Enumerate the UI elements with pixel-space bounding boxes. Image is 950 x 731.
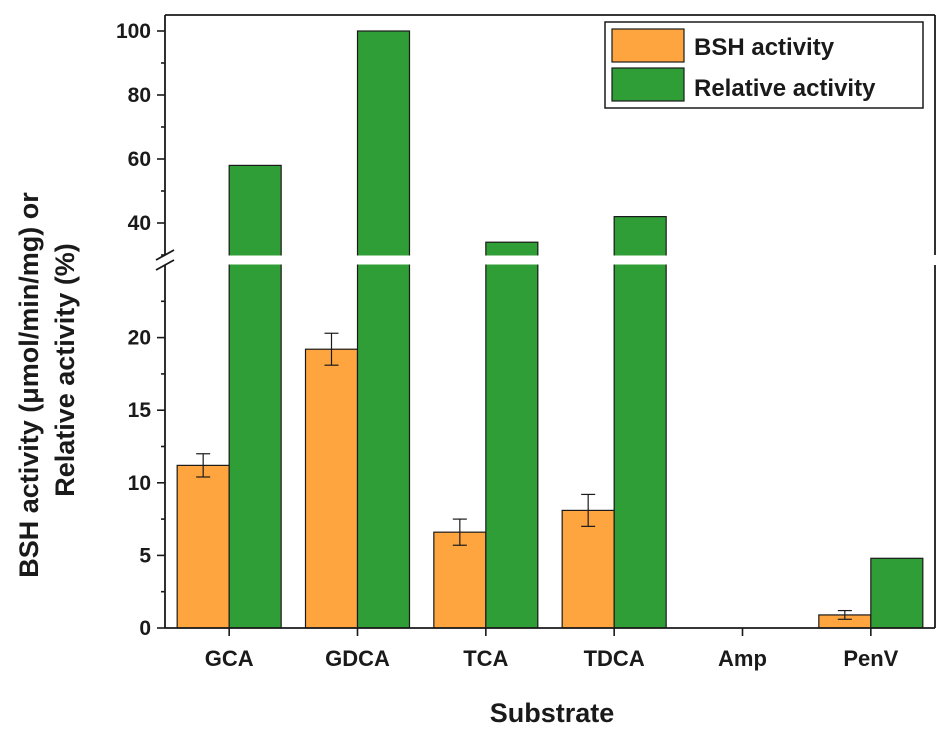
axis-break-gap xyxy=(166,255,934,265)
bar-relative-activity-gca xyxy=(228,164,282,629)
bar-bsh-activity-tdca xyxy=(561,509,615,629)
legend-swatch-bsh-activity xyxy=(611,28,685,63)
y-tick-label-5: 5 xyxy=(139,544,151,567)
y-tick-label-15: 15 xyxy=(128,399,152,422)
bar-bsh-activity-gdca xyxy=(304,348,359,629)
bars-layer xyxy=(176,30,924,629)
y-tick-label-80: 80 xyxy=(128,84,151,107)
legend-label-relative-activity: Relative activity xyxy=(694,75,876,102)
bar-bsh-activity-tca xyxy=(433,531,487,629)
axis-break-mark-bottom xyxy=(155,259,175,271)
x-axis-title: Substrate xyxy=(490,698,615,728)
legend-swatch-relative-activity xyxy=(611,67,685,102)
x-tick-label-gca: GCA xyxy=(205,646,254,671)
y-tick-label-0: 0 xyxy=(139,617,151,640)
legend-label-bsh-activity: BSH activity xyxy=(694,34,835,61)
error-bar-bsh-activity-gdca xyxy=(324,332,339,366)
axis-break xyxy=(166,255,934,265)
error-bar-bsh-activity-penv xyxy=(837,609,852,620)
x-tick-label-amp: Amp xyxy=(718,646,767,671)
bar-bsh-activity-gca xyxy=(176,464,230,629)
bar-relative-activity-tdca xyxy=(613,216,667,629)
x-tick-label-tca: TCA xyxy=(463,646,508,671)
y-tick-label-60: 60 xyxy=(128,148,151,171)
error-bars-layer xyxy=(196,332,852,620)
legend: BSH activity Relative activity xyxy=(604,21,924,109)
y-tick-label-20: 20 xyxy=(128,327,151,350)
y-tick-label-100: 100 xyxy=(116,20,151,43)
bar-relative-activity-gdca xyxy=(356,30,411,629)
x-tick-label-gdca: GDCA xyxy=(325,646,390,671)
tick-labels: 0 5 10 15 20 40 60 80 100 GCA GDCA TCA TDCA Amp PenV xyxy=(116,20,899,671)
error-bar-bsh-activity-gca xyxy=(196,453,211,478)
y-tick-label-10: 10 xyxy=(128,472,151,495)
x-tick-label-tdca: TDCA xyxy=(584,646,645,671)
y-axis-title-line2: Relative activity (%) xyxy=(50,243,80,497)
bar-relative-activity-penv xyxy=(870,557,924,629)
bar-relative-activity-tca xyxy=(485,241,539,629)
y-axis-title-line1: BSH activity (μmol/min/mg) or xyxy=(14,192,44,578)
y-tick-label-40: 40 xyxy=(128,212,151,235)
x-tick-label-penv: PenV xyxy=(843,646,898,671)
error-bar-bsh-activity-tca xyxy=(452,518,467,546)
error-bar-bsh-activity-tdca xyxy=(581,493,596,527)
